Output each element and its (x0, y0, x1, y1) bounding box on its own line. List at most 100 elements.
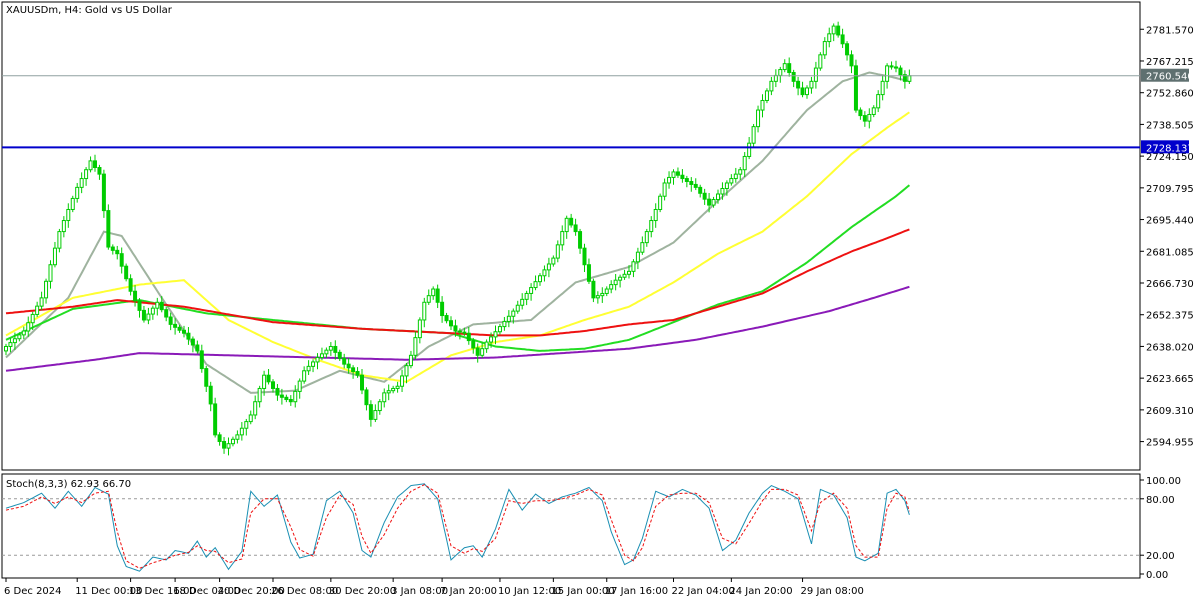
time-tick-label: 17 Jan 16:00 (605, 586, 668, 597)
candle-body (311, 361, 316, 367)
candle-body (386, 390, 391, 394)
candle-body (667, 176, 672, 184)
candle-body (604, 288, 609, 294)
candle-body (422, 301, 427, 321)
candle-body (640, 242, 645, 253)
candle-body (30, 313, 35, 324)
candle-body (351, 367, 356, 373)
candle-body (377, 401, 382, 412)
candle-body (417, 319, 422, 339)
price-tick-label: 2695.440 (1146, 216, 1194, 227)
candle-body (551, 257, 556, 265)
candle-body (328, 345, 333, 351)
candle-body (177, 326, 182, 331)
candle-body (137, 300, 142, 311)
candle-body (271, 381, 275, 389)
oscillator-levels (2, 498, 1140, 556)
candle-body (466, 332, 471, 342)
candle-body (337, 351, 342, 359)
candle-body (569, 217, 574, 226)
candle-body (244, 421, 249, 429)
oscillator-tick-label: 0.00 (1146, 570, 1168, 581)
candle-body (573, 224, 578, 233)
candle-body (453, 325, 458, 332)
candle-body (885, 65, 890, 82)
candle-body (48, 264, 53, 282)
oscillator-panel[interactable]: Stoch(8,3,3) 62.93 66.70 (1, 473, 1141, 579)
candle-body (288, 399, 293, 403)
candle-body (502, 320, 507, 328)
candle-body (119, 253, 124, 267)
time-tick-label: 22 Jan 04:00 (672, 586, 735, 597)
chart-title: XAUUSDm, H4: Gold vs US Dollar (6, 5, 173, 16)
candle-body (4, 345, 8, 352)
ma-line-0 (5, 71, 910, 394)
candle-body (101, 173, 106, 212)
time-tick-label: 29 Jan 08:00 (801, 586, 864, 597)
candle-body (791, 71, 796, 82)
candle-body (520, 298, 525, 306)
candle-body (226, 443, 231, 449)
candle-body (186, 332, 191, 340)
candle-body (591, 280, 596, 299)
candle-body (159, 301, 164, 311)
price-tick-label: 2709.795 (1146, 184, 1194, 195)
price-tick-label: 2652.375 (1146, 311, 1194, 322)
candle-body (497, 326, 502, 333)
candle-body (653, 208, 658, 222)
candle-body (257, 387, 262, 403)
candle-body (235, 434, 240, 440)
candle-body (204, 368, 209, 387)
candle-body (702, 192, 707, 200)
candle-body (542, 269, 547, 277)
candle-body (631, 261, 636, 272)
candle-body (440, 301, 445, 317)
price-tick-label: 2609.310 (1146, 406, 1194, 417)
candle-body (493, 331, 498, 338)
candle-body (716, 193, 720, 201)
candle-body (627, 270, 631, 275)
candle-body (39, 297, 44, 307)
candle-body (404, 365, 409, 377)
candle-body (97, 167, 102, 175)
candle-body (106, 210, 111, 248)
candle-body (297, 380, 302, 392)
time-tick-label: 15 Jan 00:00 (551, 586, 614, 597)
candle-body (141, 309, 146, 321)
price-panel[interactable]: XAUUSDm, H4: Gold vs US Dollar (1, 1, 1141, 471)
candle-body (173, 323, 178, 328)
candle-body (275, 387, 280, 396)
candle-body (618, 276, 623, 281)
time-tick-label: 7 Jan 20:00 (440, 586, 497, 597)
candle-body (368, 404, 373, 420)
candle-body (302, 370, 307, 382)
time-tick-label: 10 Jan 12:00 (498, 586, 561, 597)
candle-body (738, 169, 743, 175)
candle-body (769, 80, 774, 92)
candle-body (684, 178, 689, 182)
candle-body (426, 295, 431, 303)
candle-body (595, 295, 600, 299)
candle-body (52, 247, 57, 266)
candle-body (61, 220, 66, 233)
candle-body (364, 389, 369, 406)
candle-body (858, 109, 863, 117)
candle-body (533, 281, 538, 289)
candle-body (511, 310, 516, 317)
price-tick-label: 2666.730 (1146, 279, 1194, 290)
candle-body (360, 374, 364, 391)
candlesticks (4, 21, 912, 456)
candle-body (529, 287, 534, 294)
candle-body (408, 354, 413, 367)
candle-body (168, 316, 173, 325)
current-price-label-box (1141, 68, 1189, 82)
candle-body (871, 107, 876, 115)
candle-body (853, 65, 858, 111)
candle-body (720, 187, 725, 195)
time-tick-label: 24 Jan 20:00 (729, 586, 792, 597)
candle-body (822, 41, 827, 56)
candle-body (515, 304, 520, 312)
candle-body (773, 74, 778, 82)
